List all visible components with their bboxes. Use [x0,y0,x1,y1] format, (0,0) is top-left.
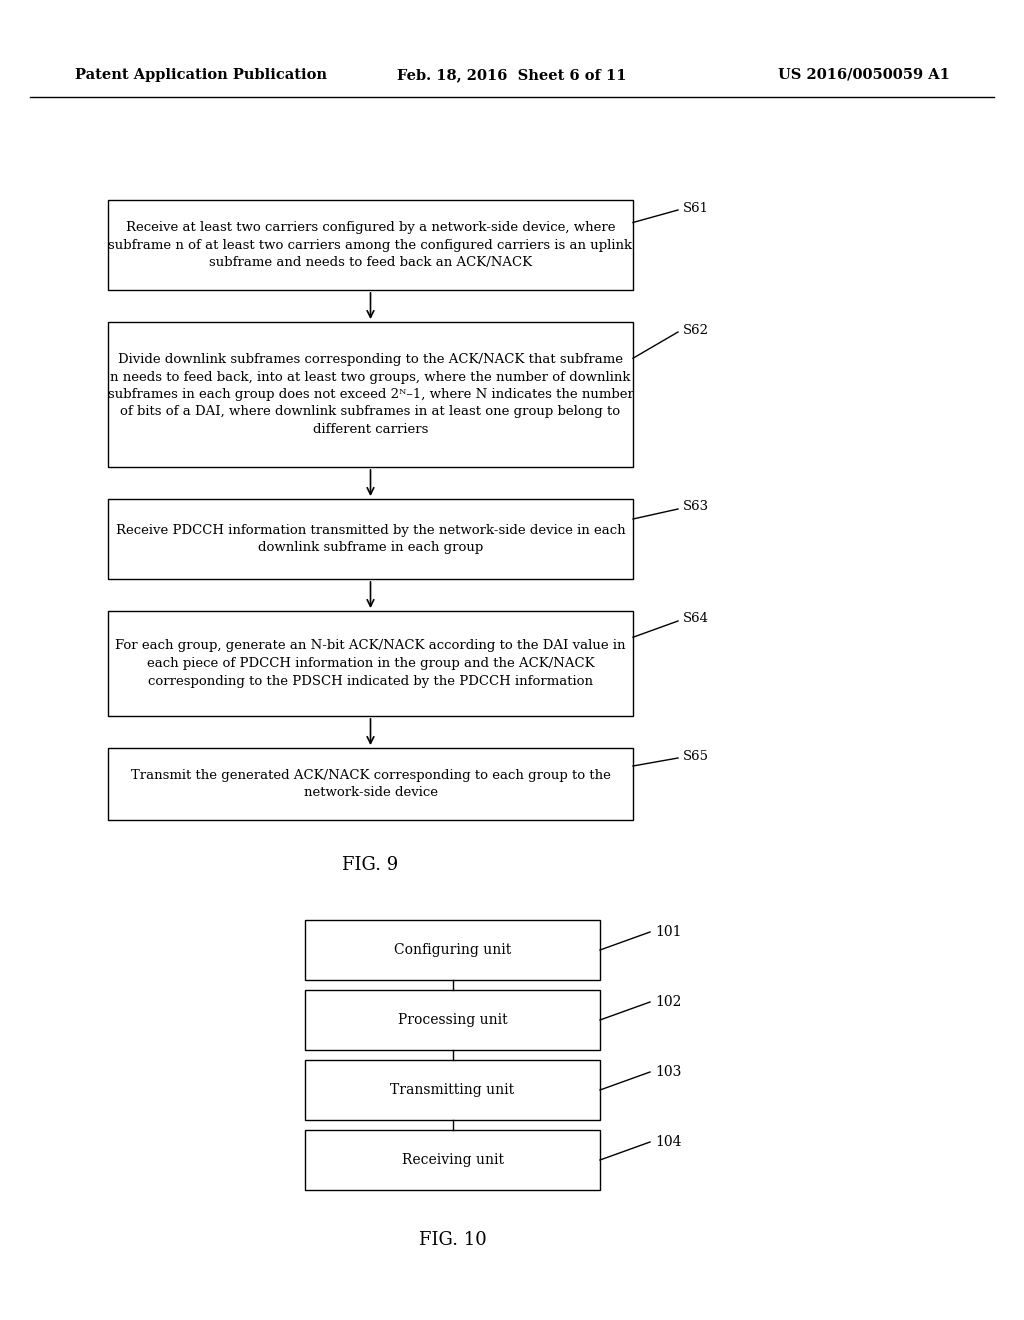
Text: Receive at least two carriers configured by a network-side device, where
subfram: Receive at least two carriers configured… [109,220,633,269]
Text: Patent Application Publication: Patent Application Publication [75,69,327,82]
Text: 101: 101 [655,925,682,939]
Text: Transmit the generated ACK/NACK corresponding to each group to the
network-side : Transmit the generated ACK/NACK correspo… [131,768,610,799]
Text: Feb. 18, 2016  Sheet 6 of 11: Feb. 18, 2016 Sheet 6 of 11 [397,69,627,82]
Bar [108,201,633,290]
Text: S62: S62 [683,323,709,337]
Text: S65: S65 [683,750,709,763]
Bar [108,322,633,467]
Text: 104: 104 [655,1135,682,1148]
Text: S64: S64 [683,612,709,626]
Text: Transmitting unit: Transmitting unit [390,1082,515,1097]
Text: 103: 103 [655,1065,681,1078]
Bar [305,990,600,1049]
Text: US 2016/0050059 A1: US 2016/0050059 A1 [778,69,950,82]
Bar [305,920,600,979]
Bar [305,1130,600,1191]
Text: Receiving unit: Receiving unit [401,1152,504,1167]
Text: Divide downlink subframes corresponding to the ACK/NACK that subframe
n needs to: Divide downlink subframes corresponding … [108,352,634,436]
Text: Processing unit: Processing unit [397,1012,507,1027]
Text: 102: 102 [655,995,681,1008]
Text: Configuring unit: Configuring unit [394,942,511,957]
Text: Receive PDCCH information transmitted by the network-side device in each
downlin: Receive PDCCH information transmitted by… [116,524,626,554]
Text: FIG. 9: FIG. 9 [342,855,398,874]
Bar [305,1060,600,1119]
Text: S63: S63 [683,500,710,513]
Text: FIG. 10: FIG. 10 [419,1232,486,1249]
Bar [108,611,633,715]
Bar [108,748,633,820]
Text: S61: S61 [683,202,709,214]
Bar [108,499,633,579]
Text: For each group, generate an N-bit ACK/NACK according to the DAI value in
each pi: For each group, generate an N-bit ACK/NA… [116,639,626,688]
